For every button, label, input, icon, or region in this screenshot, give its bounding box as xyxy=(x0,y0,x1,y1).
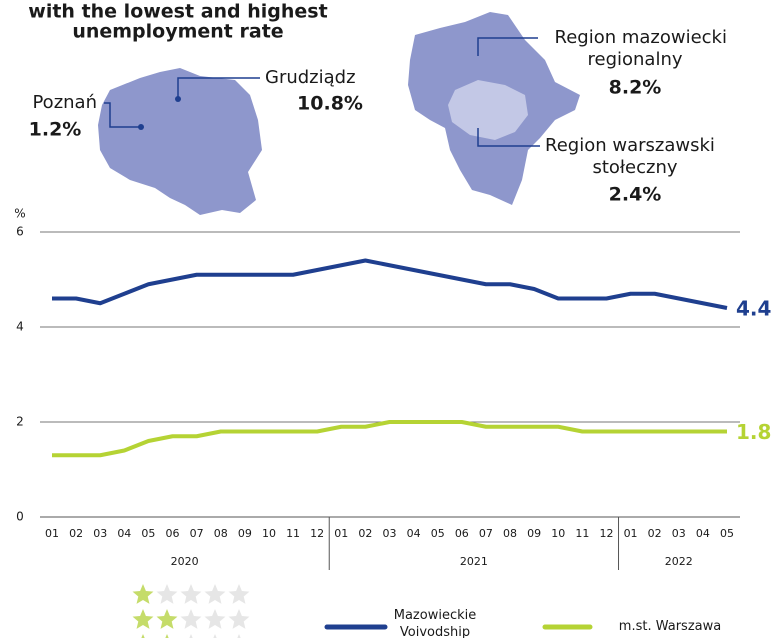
y-tick-label: 2 xyxy=(16,415,24,429)
x-group-label: 2020 xyxy=(171,555,199,568)
x-tick-label: 07 xyxy=(479,527,493,540)
annotation-value: 8.2% xyxy=(609,77,662,99)
leader-line xyxy=(104,102,141,128)
annotation-value: 2.4% xyxy=(609,184,662,206)
star-icon xyxy=(132,609,154,629)
map-dot xyxy=(175,96,181,102)
x-group-label: 2021 xyxy=(460,555,488,568)
x-tick-label: 05 xyxy=(720,527,734,540)
star-icon xyxy=(132,584,154,604)
legend-label: Mazowieckie Voivodship xyxy=(393,608,477,638)
end-value-label: 1.8 xyxy=(736,420,771,444)
star-icon xyxy=(204,584,226,604)
x-tick-label: 02 xyxy=(648,527,662,540)
x-tick-label: 09 xyxy=(527,527,541,540)
x-tick-label: 03 xyxy=(383,527,397,540)
star-icon xyxy=(141,634,145,638)
x-tick-label: 05 xyxy=(431,527,445,540)
poland-map xyxy=(98,68,262,215)
series-line xyxy=(52,258,728,310)
x-tick-label: 03 xyxy=(672,527,686,540)
x-tick-label: 01 xyxy=(624,527,638,540)
x-tick-label: 08 xyxy=(214,527,228,540)
x-tick-label: 06 xyxy=(455,527,469,540)
x-tick-label: 11 xyxy=(286,527,300,540)
star-icon xyxy=(156,584,178,604)
x-tick-label: 06 xyxy=(166,527,180,540)
x-tick-label: 03 xyxy=(93,527,107,540)
star-icon xyxy=(156,609,178,629)
star-icon xyxy=(213,634,217,638)
x-tick-label: 09 xyxy=(238,527,252,540)
legend-item: m.st. Warszawa xyxy=(618,619,722,634)
map-dot xyxy=(138,124,144,130)
chart-title: unemployment rate xyxy=(72,21,283,43)
y-tick-label: 4 xyxy=(16,320,24,334)
x-tick-label: 07 xyxy=(190,527,204,540)
x-tick-label: 11 xyxy=(575,527,589,540)
stars xyxy=(132,584,250,638)
annotation-label: regionalny xyxy=(587,49,682,70)
x-tick-label: 10 xyxy=(262,527,276,540)
annotation-label: Poznań xyxy=(32,92,97,113)
y-tick-label: 0 xyxy=(16,510,24,524)
x-tick-label: 04 xyxy=(696,527,710,540)
x-tick-label: 02 xyxy=(69,527,83,540)
end-value-label: 4.4 xyxy=(736,297,771,321)
y-axis-label: % xyxy=(14,207,25,221)
maps xyxy=(98,12,580,215)
x-tick-label: 12 xyxy=(599,527,613,540)
annotation-value: 10.8% xyxy=(297,93,363,115)
star-icon xyxy=(189,634,193,638)
x-tick-label: 10 xyxy=(551,527,565,540)
chart-title: with the lowest and highest xyxy=(28,1,327,23)
x-tick-label: 05 xyxy=(141,527,155,540)
x-tick-label: 12 xyxy=(310,527,324,540)
y-tick-label: 6 xyxy=(16,225,24,239)
star-icon xyxy=(165,634,169,638)
x-tick-label: 04 xyxy=(117,527,131,540)
annotation-label: Region warszawski xyxy=(545,135,715,156)
x-group-label: 2022 xyxy=(665,555,693,568)
x-tick-label: 08 xyxy=(503,527,517,540)
leader-line xyxy=(477,128,540,147)
series-line xyxy=(52,420,727,458)
star-icon xyxy=(180,609,202,629)
star-icon xyxy=(180,584,202,604)
x-tick-label: 02 xyxy=(358,527,372,540)
x-tick-label: 01 xyxy=(45,527,59,540)
star-icon xyxy=(228,609,250,629)
annotation-value: 1.2% xyxy=(29,119,82,141)
leaders xyxy=(104,37,540,147)
leader-line xyxy=(177,77,260,99)
x-tick-label: 01 xyxy=(334,527,348,540)
star-icon xyxy=(228,584,250,604)
star-icon xyxy=(204,609,226,629)
annotation-label: Grudziądz xyxy=(265,67,356,88)
legend-label: m.st. Warszawa xyxy=(618,619,722,634)
leader-line xyxy=(477,37,538,56)
annotation-label: stołeczny xyxy=(592,157,677,178)
x-tick-label: 04 xyxy=(407,527,421,540)
warszawa-region-map xyxy=(448,80,528,140)
annotation-label: Region mazowiecki xyxy=(555,27,728,48)
star-icon xyxy=(237,634,241,638)
legend-item: Mazowieckie Voivodship xyxy=(393,608,477,638)
